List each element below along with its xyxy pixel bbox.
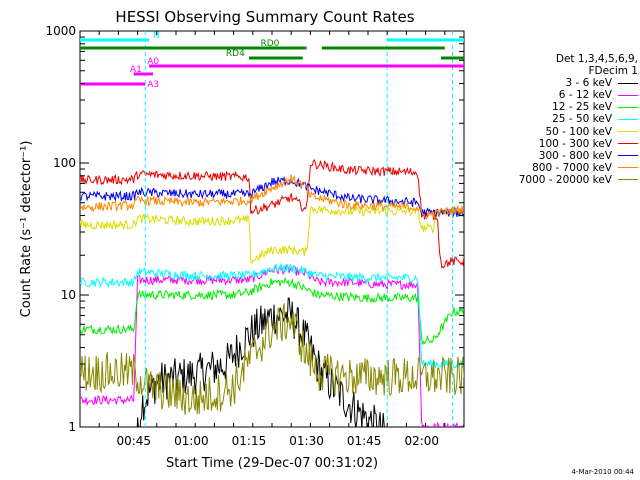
legend-swatch bbox=[618, 143, 638, 145]
legend-entry: 50 - 100 keV bbox=[519, 126, 638, 138]
series-100-300-kev-line bbox=[80, 158, 464, 269]
flag-label-rd0: RD0 bbox=[260, 39, 279, 49]
y-tick-label-1000: 1000 bbox=[45, 24, 76, 38]
legend-entry-label: 300 - 800 keV bbox=[538, 149, 612, 162]
flag-label-a0: A0 bbox=[147, 57, 159, 67]
chart-title: HESSI Observing Summary Count Rates bbox=[115, 8, 414, 26]
legend-swatch bbox=[618, 131, 638, 133]
y-tick-label-10: 10 bbox=[61, 288, 76, 302]
series-12-25-kev-line bbox=[80, 276, 464, 345]
legend-entry: 3 - 6 keV bbox=[519, 77, 638, 89]
series-300-800-kev-line bbox=[80, 175, 464, 219]
legend-entry: 800 - 7000 keV bbox=[519, 162, 638, 174]
series-7000-20000-kev-line bbox=[80, 303, 464, 415]
plot-area bbox=[80, 31, 464, 427]
legend-swatch bbox=[618, 106, 638, 108]
legend-rows: 3 - 6 keV 6 - 12 keV 12 - 25 keV 25 - 50 ke… bbox=[519, 77, 638, 186]
flag-label-n: N bbox=[153, 31, 160, 41]
series-3-6-kev-line bbox=[136, 297, 401, 427]
x-tick-label-0100: 01:00 bbox=[174, 434, 209, 448]
series-25-50-kev-line bbox=[80, 263, 464, 369]
x-tick-label-0145: 01:45 bbox=[347, 434, 382, 448]
legend-swatch bbox=[618, 167, 638, 169]
y-axis-label: Count Rate (s⁻¹ detector⁻¹) bbox=[19, 141, 34, 318]
legend-swatch bbox=[618, 94, 638, 96]
legend-swatch bbox=[618, 82, 638, 84]
legend-entry-label: 25 - 50 keV bbox=[552, 113, 612, 126]
flag-label-a3: A3 bbox=[147, 80, 159, 90]
legend-entry-label: 12 - 25 keV bbox=[552, 101, 612, 114]
legend-entry-label: 3 - 6 keV bbox=[565, 77, 612, 90]
legend-swatch bbox=[618, 179, 638, 181]
x-tick-label-0200: 02:00 bbox=[404, 434, 439, 448]
legend-entry: 300 - 800 keV bbox=[519, 150, 638, 162]
x-tick-label-0130: 01:30 bbox=[289, 434, 324, 448]
x-axis-label: Start Time (29-Dec-07 00:31:02) bbox=[166, 456, 378, 471]
axes: 1 10 100 1000 00:45 01:00 01:15 01:30 01:45 02:00 bbox=[45, 24, 465, 448]
flag-label-rd4: RD4 bbox=[226, 49, 245, 59]
legend-entry-label: 800 - 7000 keV bbox=[532, 161, 612, 174]
legend-entry: 25 - 50 keV bbox=[519, 113, 638, 125]
series-50-100-kev-line bbox=[80, 205, 464, 264]
legend-swatch bbox=[618, 118, 638, 120]
y-tick-label-1: 1 bbox=[68, 420, 76, 434]
legend-entry: 100 - 300 keV bbox=[519, 138, 638, 150]
legend-entry-label: 50 - 100 keV bbox=[545, 125, 612, 138]
legend-entry-label: 7000 - 20000 keV bbox=[518, 173, 612, 186]
legend-entry: 7000 - 20000 keV bbox=[519, 174, 638, 186]
legend: Det 1,3,4,5,6,9, FDecim 1 3 - 6 keV 6 - 1… bbox=[519, 53, 638, 186]
legend-entry-label: 100 - 300 keV bbox=[538, 137, 612, 150]
legend-header-line-1: Det 1,3,4,5,6,9, bbox=[555, 53, 638, 65]
series-6-12-kev-line bbox=[80, 264, 464, 427]
legend-entry: 6 - 12 keV bbox=[519, 89, 638, 101]
plot-content: N RD0 RD4 A0 A1 A3 bbox=[80, 31, 464, 427]
legend-entry: 12 - 25 keV bbox=[519, 101, 638, 113]
flag-label-a1: A1 bbox=[130, 65, 142, 75]
x-tick-label-0115: 01:15 bbox=[232, 434, 267, 448]
date-stamp: 4-Mar-2010 00:44 bbox=[571, 468, 634, 476]
y-tick-label-100: 100 bbox=[53, 156, 76, 170]
series-800-7000-kev-line bbox=[80, 174, 464, 220]
legend-entry-label: 6 - 12 keV bbox=[558, 89, 612, 102]
x-tick-label-0045: 00:45 bbox=[116, 434, 151, 448]
legend-swatch bbox=[618, 155, 638, 157]
legend-header-line-2: FDecim 1 bbox=[588, 65, 638, 78]
